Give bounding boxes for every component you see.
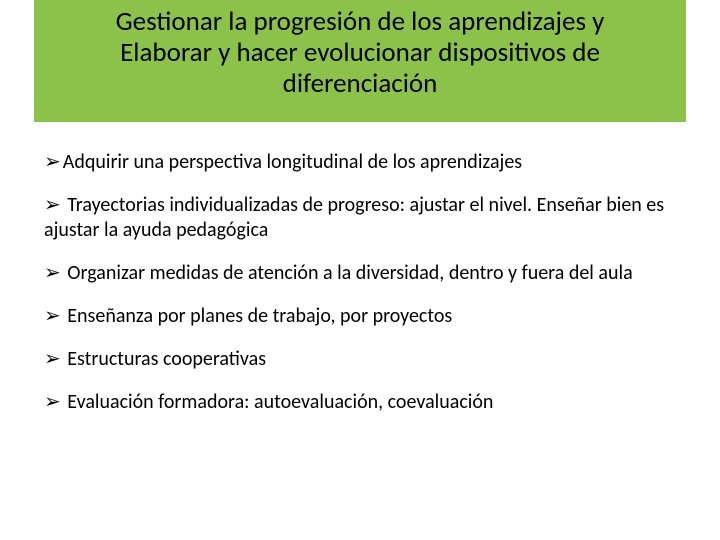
chevron-right-icon: ➢ [44, 304, 61, 329]
chevron-right-icon: ➢ [44, 150, 61, 175]
bullet-text: Evaluación formadora: autoevaluación, co… [63, 390, 494, 414]
chevron-right-icon: ➢ [44, 193, 61, 218]
content-area: ➢Adquirir una perspectiva longitudinal d… [44, 150, 676, 433]
list-item: ➢ Trayectorias individualizadas de progr… [44, 193, 676, 243]
title-line-1: Gestionar la progresión de los aprendiza… [54, 6, 666, 37]
title-line-2: Elaborar y hacer evolucionar dispositivo… [54, 37, 666, 68]
list-item: ➢ Enseñanza por planes de trabajo, por p… [44, 304, 676, 329]
bullet-text: Enseñanza por planes de trabajo, por pro… [63, 304, 453, 328]
bullet-text: Estructuras cooperativas [63, 347, 266, 371]
title-box: Gestionar la progresión de los aprendiza… [34, 0, 686, 122]
chevron-right-icon: ➢ [44, 390, 61, 415]
slide: Gestionar la progresión de los aprendiza… [0, 0, 720, 540]
list-item: ➢ Estructuras cooperativas [44, 347, 676, 372]
bullet-text: Organizar medidas de atención a la diver… [63, 261, 633, 285]
list-item: ➢ Organizar medidas de atención a la div… [44, 261, 676, 286]
list-item: ➢Adquirir una perspectiva longitudinal d… [44, 150, 676, 175]
chevron-right-icon: ➢ [44, 261, 61, 286]
chevron-right-icon: ➢ [44, 347, 61, 372]
bullet-text: Adquirir una perspectiva longitudinal de… [63, 150, 522, 174]
bullet-text: Trayectorias individualizadas de progres… [44, 193, 664, 242]
list-item: ➢ Evaluación formadora: autoevaluación, … [44, 390, 676, 415]
title-line-3: diferenciación [54, 68, 666, 99]
